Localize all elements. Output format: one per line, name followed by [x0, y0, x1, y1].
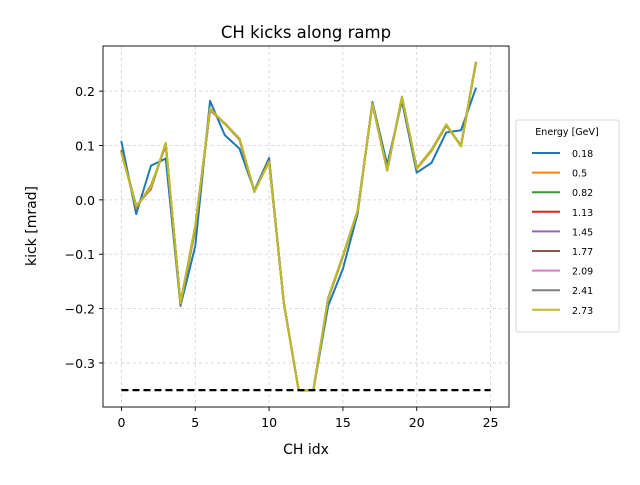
- y-tick-label: 0.2: [75, 84, 95, 99]
- y-axis-ticks: −0.3 −0.2 −0.1 0.0 0.1 0.2: [65, 84, 103, 371]
- legend-item-label: 0.18: [572, 149, 593, 160]
- y-axis-label: kick [mrad]: [24, 186, 40, 266]
- legend-box: [515, 119, 620, 333]
- plot-area: [120, 61, 491, 392]
- legend-item-label: 2.41: [572, 286, 593, 297]
- legend-item-label: 0.5: [572, 169, 587, 180]
- legend-item-label: 1.77: [572, 247, 593, 258]
- legend-title: Energy [GeV]: [535, 127, 598, 138]
- x-tick-label: 25: [483, 415, 499, 430]
- y-tick-label: 0.0: [75, 193, 95, 208]
- legend-item-label: 1.45: [572, 227, 593, 238]
- x-tick-label: 5: [191, 415, 199, 430]
- legend-item-label: 1.13: [572, 208, 593, 219]
- legend-item-label: 2.09: [572, 267, 593, 278]
- x-axis-label: CH idx: [283, 442, 329, 458]
- y-tick-label: −0.3: [65, 356, 95, 371]
- legend-item-label: 0.82: [572, 188, 593, 199]
- axes-frame: [102, 45, 510, 408]
- x-tick-label: 0: [117, 415, 125, 430]
- x-tick-label: 20: [409, 415, 425, 430]
- x-tick-label: 10: [261, 415, 277, 430]
- x-axis-ticks: 0 5 10 15 20 25: [117, 407, 498, 430]
- legend: Energy [GeV] 0.18 0.5 0.82 1.13 1.45 1.77 2.09…: [515, 119, 620, 333]
- legend-item-label: 2.73: [572, 306, 593, 317]
- y-tick-label: −0.2: [65, 302, 95, 317]
- x-tick-label: 15: [335, 415, 351, 430]
- chart-title: CH kicks along ramp: [221, 23, 391, 42]
- y-tick-label: 0.1: [75, 138, 95, 153]
- y-tick-label: −0.1: [65, 247, 95, 262]
